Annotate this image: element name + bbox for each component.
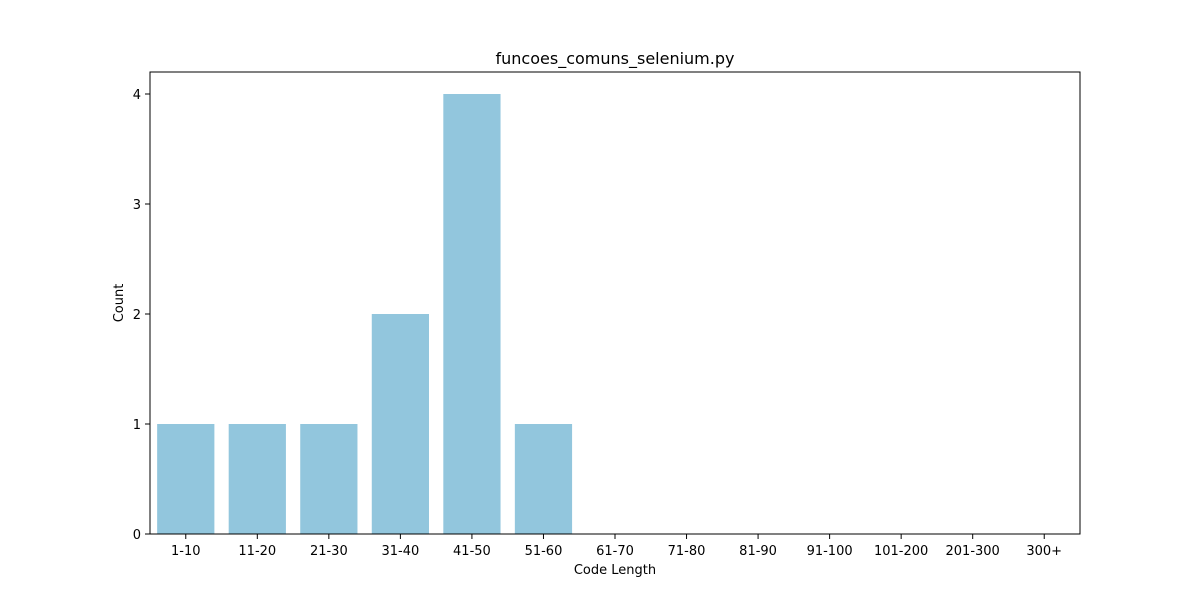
x-axis-label: Code Length xyxy=(574,563,656,578)
x-tick-label: 201-300 xyxy=(946,544,1000,559)
x-tick-label: 31-40 xyxy=(381,544,419,559)
y-tick-label: 4 xyxy=(133,88,141,103)
x-tick-label: 11-20 xyxy=(238,544,276,559)
x-tick-label: 300+ xyxy=(1026,544,1062,559)
bar-21-30 xyxy=(300,424,358,534)
plot-frame xyxy=(149,71,1081,535)
x-axis: 1-10 11-20 21-30 31-40 41-50 51-60 61-70 71-80 8… xyxy=(171,534,1062,559)
y-tick-label: 3 xyxy=(133,198,141,213)
x-tick-label: 41-50 xyxy=(453,544,491,559)
bar-11-20 xyxy=(228,424,286,534)
bar-1-10 xyxy=(157,424,215,534)
y-axis-label: Count xyxy=(112,284,127,323)
y-axis: 0 1 2 3 4 xyxy=(133,88,150,543)
chart-title: funcoes_comuns_selenium.py xyxy=(496,49,735,69)
y-tick-label: 0 xyxy=(133,528,141,543)
x-tick-label: 21-30 xyxy=(310,544,348,559)
x-tick-label: 101-200 xyxy=(874,544,928,559)
bars-group xyxy=(157,94,573,534)
x-tick-label: 51-60 xyxy=(525,544,563,559)
x-tick-label: 1-10 xyxy=(171,544,201,559)
x-tick-label: 91-100 xyxy=(807,544,853,559)
y-tick-label: 2 xyxy=(133,308,141,323)
x-tick-label: 71-80 xyxy=(668,544,706,559)
x-tick-label: 61-70 xyxy=(596,544,634,559)
bar-31-40 xyxy=(371,314,429,534)
x-tick-label: 81-90 xyxy=(739,544,777,559)
bar-51-60 xyxy=(514,424,573,534)
y-tick-label: 1 xyxy=(133,418,141,433)
bar-41-50 xyxy=(443,94,501,534)
